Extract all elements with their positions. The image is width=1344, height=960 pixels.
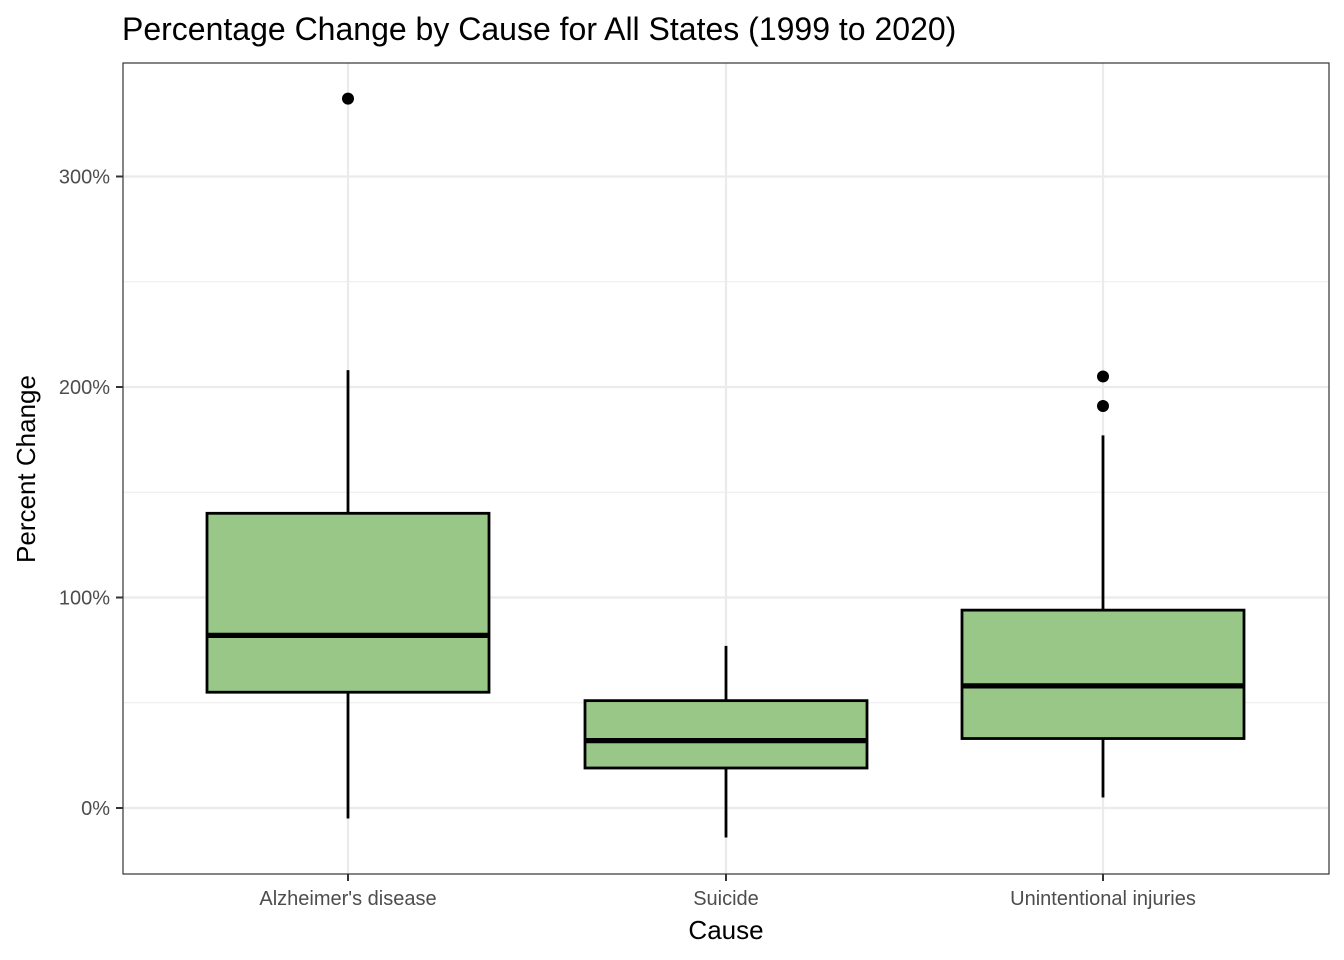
- outlier-point: [342, 92, 354, 105]
- x-tick-label: Alzheimer's disease: [259, 888, 436, 910]
- x-tick-label: Suicide: [693, 888, 759, 910]
- iqr-box: [960, 608, 1246, 740]
- x-tick-label: Unintentional injuries: [1010, 888, 1196, 910]
- box-series: [205, 92, 1246, 838]
- iqr-box: [205, 511, 491, 694]
- y-tick-label: 100%: [59, 588, 110, 610]
- y-axis: 0% 100% 200% 300%: [59, 167, 123, 820]
- box-0: [205, 92, 491, 819]
- iqr-box: [583, 699, 869, 770]
- y-tick-label: 200%: [59, 377, 110, 399]
- box-1: [583, 645, 869, 838]
- y-axis-title: Percent Change: [11, 375, 41, 563]
- y-tick-label: 300%: [59, 167, 110, 189]
- x-axis-title: Cause: [688, 915, 763, 945]
- outlier-point: [1097, 399, 1109, 412]
- chart-title: Percentage Change by Cause for All State…: [122, 11, 956, 47]
- y-tick-label: 0%: [81, 798, 110, 820]
- outlier-point: [1097, 370, 1109, 383]
- box-2: [960, 370, 1246, 798]
- x-axis: Alzheimer's disease Suicide Unintentional …: [259, 874, 1196, 910]
